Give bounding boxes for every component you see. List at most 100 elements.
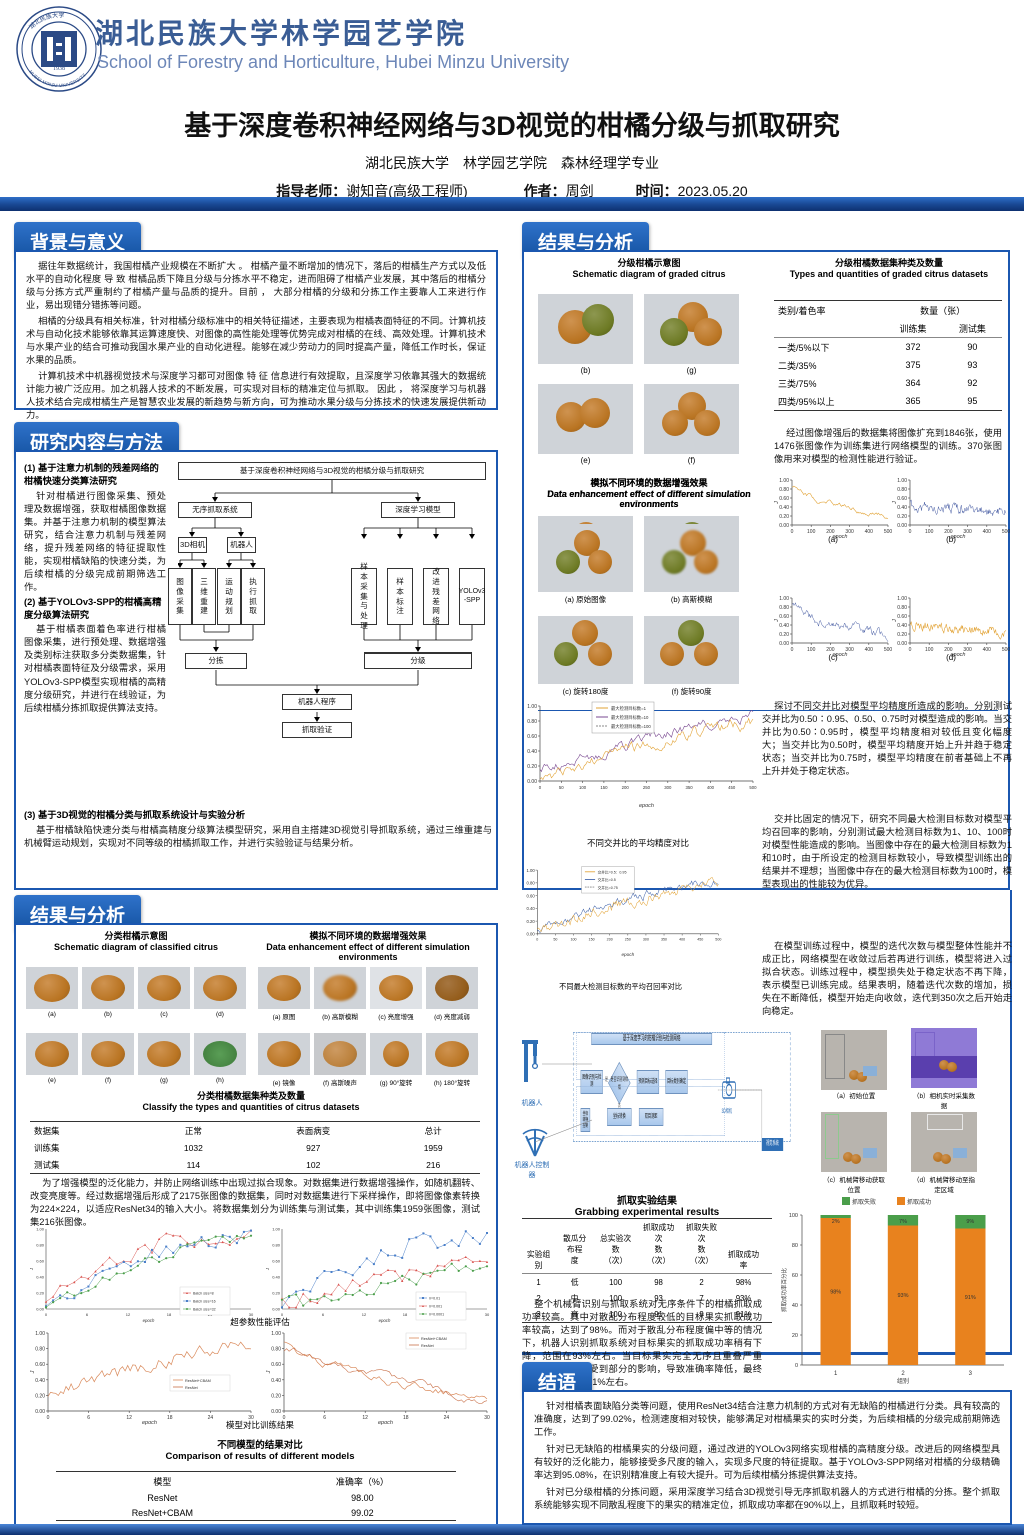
- svg-text:100: 100: [807, 529, 816, 535]
- svg-text:1.00: 1.00: [526, 868, 535, 873]
- svg-text:ResNet+CBAM: ResNet+CBAM: [421, 1337, 447, 1341]
- svg-text:1.00: 1.00: [779, 478, 789, 484]
- svg-text:0.60: 0.60: [272, 1259, 281, 1264]
- svg-text:91%: 91%: [965, 1295, 976, 1301]
- svg-text:抓取成功率百分比: 抓取成功率百分比: [780, 1268, 788, 1313]
- svg-text:0.80: 0.80: [779, 487, 789, 493]
- svg-text:100: 100: [925, 529, 934, 535]
- svg-text:250: 250: [625, 938, 631, 942]
- svg-text:500: 500: [884, 647, 892, 653]
- svg-text:200: 200: [607, 938, 613, 942]
- svg-text:J: J: [266, 1370, 272, 1374]
- svg-text:0.40: 0.40: [271, 1378, 281, 1384]
- svg-text:0.40: 0.40: [779, 623, 789, 629]
- svg-text:40: 40: [792, 1303, 798, 1309]
- svg-text:350: 350: [661, 938, 667, 942]
- svg-text:400: 400: [865, 529, 874, 535]
- svg-text:epoch: epoch: [639, 803, 654, 809]
- svg-text:350: 350: [686, 785, 694, 790]
- svg-text:J: J: [30, 1267, 34, 1271]
- svg-text:0.80: 0.80: [527, 719, 537, 725]
- svg-text:0.40: 0.40: [527, 749, 537, 755]
- svg-text:0.40: 0.40: [36, 1275, 45, 1280]
- svg-text:0.80: 0.80: [36, 1243, 45, 1248]
- svg-text:0.00: 0.00: [897, 523, 907, 529]
- svg-text:100: 100: [807, 647, 816, 653]
- svg-text:400: 400: [679, 938, 685, 942]
- svg-text:交并比=0.75: 交并比=0.75: [598, 885, 618, 890]
- svg-text:50: 50: [553, 938, 557, 942]
- svg-text:400: 400: [983, 529, 992, 535]
- svg-text:0.80: 0.80: [897, 487, 907, 493]
- svg-text:0: 0: [909, 647, 912, 653]
- svg-text:交并比=0.5: 交并比=0.5: [598, 877, 616, 882]
- svg-text:1.00: 1.00: [897, 596, 907, 602]
- svg-text:1.00: 1.00: [527, 704, 537, 710]
- svg-text:1.00: 1.00: [36, 1227, 45, 1232]
- svg-text:J: J: [30, 1370, 36, 1374]
- svg-text:500: 500: [749, 785, 757, 790]
- svg-text:0: 0: [536, 938, 538, 942]
- svg-text:0: 0: [791, 647, 794, 653]
- svg-text:J: J: [266, 1267, 270, 1271]
- svg-text:2: 2: [901, 1371, 905, 1377]
- svg-text:3: 3: [969, 1371, 973, 1377]
- svg-text:Batch size=32: Batch size=32: [193, 1308, 216, 1312]
- svg-text:0.00: 0.00: [35, 1409, 45, 1415]
- svg-text:20: 20: [792, 1333, 798, 1339]
- svg-text:500: 500: [884, 529, 892, 535]
- svg-text:93%: 93%: [897, 1293, 908, 1299]
- svg-text:0.60: 0.60: [36, 1259, 45, 1264]
- svg-text:500: 500: [1002, 647, 1010, 653]
- svg-text:50: 50: [559, 785, 564, 790]
- svg-text:0: 0: [539, 785, 542, 790]
- svg-text:1.00: 1.00: [35, 1331, 45, 1337]
- svg-text:最大检测目标数=10: 最大检测目标数=10: [611, 714, 649, 721]
- svg-text:0.00: 0.00: [36, 1307, 45, 1312]
- svg-text:0.60: 0.60: [779, 496, 789, 502]
- svg-text:0.20: 0.20: [779, 632, 789, 638]
- svg-text:0.00: 0.00: [526, 932, 535, 937]
- svg-text:450: 450: [697, 938, 703, 942]
- svg-text:400: 400: [707, 785, 715, 790]
- svg-text:9%: 9%: [966, 1219, 974, 1225]
- svg-text:0.20: 0.20: [897, 514, 907, 520]
- svg-text:Batch size=16: Batch size=16: [193, 1300, 216, 1304]
- svg-text:100: 100: [925, 647, 934, 653]
- svg-text:lr=0.01: lr=0.01: [429, 1297, 440, 1301]
- svg-text:1.00: 1.00: [897, 478, 907, 484]
- svg-text:0.40: 0.40: [35, 1378, 45, 1384]
- svg-text:0.60: 0.60: [526, 893, 535, 898]
- svg-text:1: 1: [834, 1371, 838, 1377]
- svg-text:lr=0.001: lr=0.001: [429, 1305, 442, 1309]
- svg-text:0.40: 0.40: [897, 505, 907, 511]
- svg-text:0.00: 0.00: [779, 523, 789, 529]
- svg-text:ResNet+CBAM: ResNet+CBAM: [185, 1379, 211, 1383]
- svg-text:300: 300: [664, 785, 672, 790]
- svg-text:2%: 2%: [832, 1219, 840, 1225]
- svg-text:150: 150: [600, 785, 608, 790]
- svg-text:0.20: 0.20: [271, 1393, 281, 1399]
- svg-text:450: 450: [728, 785, 736, 790]
- svg-text:epoch: epoch: [621, 952, 634, 957]
- svg-text:组别: 组别: [897, 1377, 909, 1385]
- svg-text:98%: 98%: [830, 1290, 841, 1296]
- svg-text:60: 60: [792, 1273, 798, 1279]
- svg-text:0.80: 0.80: [897, 605, 907, 611]
- svg-text:0.20: 0.20: [35, 1393, 45, 1399]
- svg-text:0.60: 0.60: [35, 1362, 45, 1368]
- svg-text:0.60: 0.60: [897, 614, 907, 620]
- svg-text:100: 100: [570, 938, 576, 942]
- svg-text:抓取成功: 抓取成功: [907, 1198, 931, 1206]
- svg-text:0.20: 0.20: [779, 514, 789, 520]
- svg-text:ResNet: ResNet: [421, 1344, 435, 1348]
- svg-text:500: 500: [715, 938, 721, 942]
- svg-text:0.00: 0.00: [272, 1307, 281, 1312]
- svg-text:0.80: 0.80: [35, 1347, 45, 1353]
- svg-text:0.20: 0.20: [526, 919, 535, 924]
- svg-text:交并比=0.5：0.95: 交并比=0.5：0.95: [598, 870, 627, 875]
- svg-text:1.00: 1.00: [779, 596, 789, 602]
- svg-text:0.00: 0.00: [271, 1409, 281, 1415]
- svg-text:7%: 7%: [899, 1219, 907, 1225]
- svg-text:0.20: 0.20: [527, 764, 537, 770]
